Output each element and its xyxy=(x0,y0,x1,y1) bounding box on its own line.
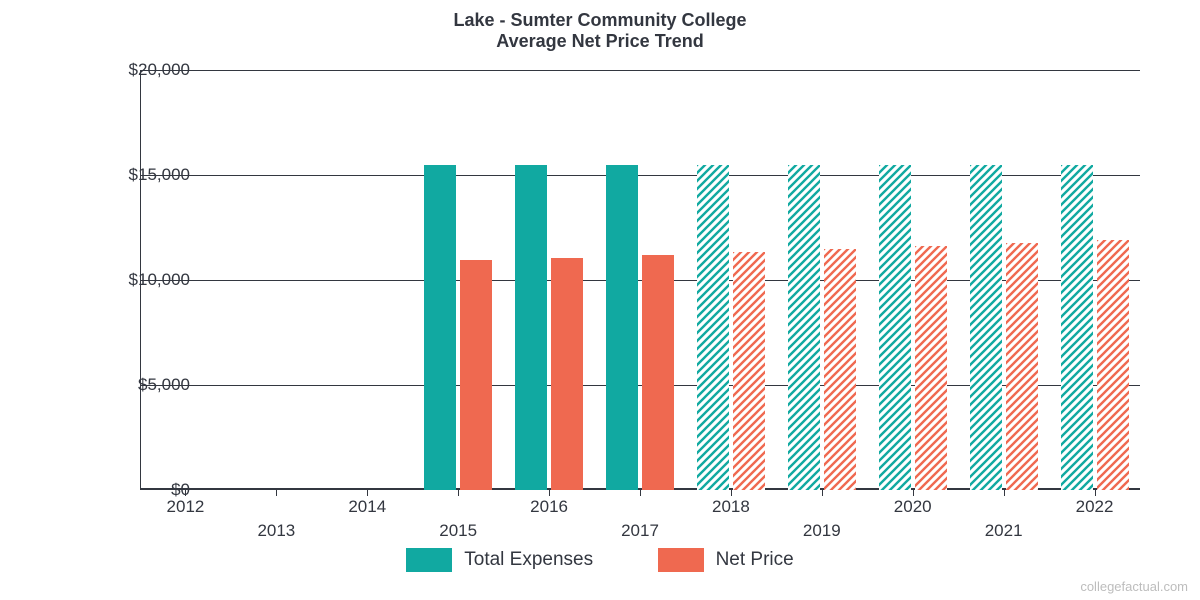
bar-net-price xyxy=(824,249,856,491)
x-axis-labels: 2012 2013 2014 2015 2016 2017 2018 2019 2020 2021… xyxy=(140,495,1140,545)
y-tick-label: $10,000 xyxy=(70,270,190,290)
x-tick-label: 2015 xyxy=(439,521,477,541)
watermark: collegefactual.com xyxy=(1080,579,1188,594)
y-tick-label: $15,000 xyxy=(70,165,190,185)
gridline xyxy=(140,70,1140,71)
legend-item-total-expenses: Total Expenses xyxy=(406,548,593,572)
x-tick-label: 2016 xyxy=(530,497,568,517)
x-tick-label: 2020 xyxy=(894,497,932,517)
legend-swatch-total-expenses xyxy=(406,548,452,572)
bar-total-expenses xyxy=(424,165,456,491)
x-tick-label: 2014 xyxy=(348,497,386,517)
bar-net-price xyxy=(551,258,583,490)
x-tick-label: 2019 xyxy=(803,521,841,541)
x-tick-label: 2022 xyxy=(1076,497,1114,517)
legend-label-total-expenses: Total Expenses xyxy=(464,549,593,571)
legend-label-net-price: Net Price xyxy=(716,549,794,571)
x-tick-label: 2012 xyxy=(167,497,205,517)
legend: Total Expenses Net Price xyxy=(0,548,1200,577)
bar-net-price xyxy=(460,260,492,490)
bar-total-expenses xyxy=(970,165,1002,491)
bar-net-price xyxy=(642,255,674,490)
bar-net-price xyxy=(733,252,765,490)
bar-total-expenses xyxy=(515,165,547,491)
legend-swatch-net-price xyxy=(658,548,704,572)
plot-area xyxy=(140,70,1140,490)
chart-title-line2: Average Net Price Trend xyxy=(0,31,1200,52)
chart-container: Lake - Sumter Community College Average … xyxy=(0,0,1200,600)
bar-total-expenses xyxy=(788,165,820,491)
bar-net-price xyxy=(1097,240,1129,490)
legend-item-net-price: Net Price xyxy=(658,548,794,572)
x-tick-label: 2017 xyxy=(621,521,659,541)
bar-total-expenses xyxy=(1061,165,1093,491)
bar-net-price xyxy=(1006,243,1038,490)
x-tick-label: 2018 xyxy=(712,497,750,517)
y-tick-label: $20,000 xyxy=(70,60,190,80)
x-tick-label: 2021 xyxy=(985,521,1023,541)
y-tick-label: $5,000 xyxy=(70,375,190,395)
y-tick-label: $0 xyxy=(70,480,190,500)
chart-title-block: Lake - Sumter Community College Average … xyxy=(0,0,1200,52)
bar-total-expenses xyxy=(879,165,911,491)
chart-title-line1: Lake - Sumter Community College xyxy=(0,10,1200,31)
bar-net-price xyxy=(915,246,947,490)
x-tick-label: 2013 xyxy=(257,521,295,541)
bar-total-expenses xyxy=(606,165,638,491)
bar-total-expenses xyxy=(697,165,729,491)
